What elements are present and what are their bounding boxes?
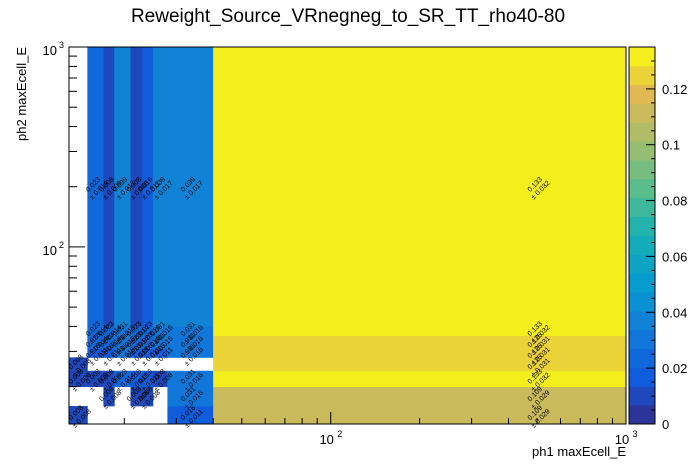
colorbar-swatch (629, 292, 655, 312)
heatmap-cell (167, 348, 214, 358)
colorbar-swatch (629, 405, 655, 425)
chart-title: Reweight_Source_VRnegneg_to_SR_TT_rho40-… (130, 6, 566, 27)
heatmap-cell (167, 386, 214, 407)
colorbar-tick-label: 0.12 (662, 82, 687, 97)
heatmap-cell (213, 405, 627, 425)
heatmap-cell (103, 326, 115, 336)
y-axis-label: ph2 maxEcell_E (14, 47, 29, 141)
heatmap-cell (114, 370, 131, 388)
heatmap-cell (103, 386, 115, 407)
colorbar-swatch (629, 122, 655, 142)
heatmap-cell (213, 370, 627, 388)
heatmap-cell (142, 326, 154, 336)
heatmap-cell (213, 47, 627, 327)
heatmap-cell (152, 326, 168, 336)
heatmap-cell (130, 386, 143, 407)
colorbar-swatch (629, 47, 655, 67)
heatmap-cell (87, 47, 104, 327)
heatmap-cell (87, 370, 104, 388)
heatmap-cell (142, 335, 154, 349)
heatmap-cell (142, 386, 154, 407)
heatmap-cell (87, 326, 104, 336)
heatmap-cell (213, 326, 627, 336)
heatmap-cell (167, 405, 214, 425)
colorbar-swatch (629, 367, 655, 387)
x-axis-label: ph1 maxEcell_E (532, 444, 626, 459)
heatmap-cell (142, 47, 154, 327)
heatmap-cell (103, 47, 115, 327)
heatmap-cell (103, 335, 115, 349)
heatmap-cell (130, 348, 143, 358)
heatmap-cell (152, 47, 168, 327)
heatmap-cell (213, 386, 627, 407)
heatmap-cell (114, 326, 131, 336)
heatmap-cell (87, 335, 104, 349)
x-tick-exponent: 3 (632, 429, 637, 439)
colorbar: 0 0.02 0.04 0.06 0.08 0.1 0.12 (628, 46, 687, 432)
colorbar-frame (628, 46, 656, 425)
colorbar-swatch (629, 141, 655, 161)
colorbar-tick-label: 0.06 (662, 249, 687, 264)
colorbar-tick-label: 0.02 (662, 361, 687, 376)
heatmap-cell (167, 47, 214, 327)
y-tick-exponent: 2 (59, 240, 64, 250)
heatmap-cell (152, 348, 168, 358)
heatmap-cell (114, 335, 131, 349)
colorbar-tick-label: 0 (662, 417, 669, 432)
heatmap-cell (103, 348, 115, 358)
colorbar-swatch (629, 386, 655, 406)
heatmap-cell (114, 348, 131, 358)
colorbar-swatch (629, 178, 655, 199)
heatmap-cell (213, 357, 627, 372)
y-tick-label: 10 (43, 43, 57, 58)
colorbar-swatch (629, 348, 655, 368)
cells-layer (69, 47, 627, 425)
heatmap-cell (167, 370, 214, 388)
heatmap-cell (152, 370, 168, 388)
x-tick-label: 10 (319, 432, 333, 447)
heatmap-cell (69, 357, 88, 372)
colorbar-swatch (629, 65, 655, 86)
heatmap-cell (130, 326, 143, 336)
y-tick-exponent: 3 (59, 40, 64, 50)
heatmap-cell (152, 335, 168, 349)
heatmap-cell (87, 348, 104, 358)
colorbar-swatch (629, 329, 655, 349)
heatmap-cell (213, 335, 627, 349)
colorbar-swatch (629, 254, 655, 274)
colorbar-swatch (629, 197, 655, 218)
heatmap-cell (114, 47, 131, 327)
x-tick-exponent: 2 (337, 429, 342, 439)
heatmap-cell (130, 47, 143, 327)
heatmap-cell (69, 405, 88, 425)
colorbar-swatch (629, 160, 655, 180)
axes-layer: 10 2 10 310 210 3 (43, 40, 638, 447)
colorbar-swatch (629, 273, 655, 293)
heatmap-cell (130, 370, 143, 388)
x-tick-label: 10 (615, 432, 629, 447)
colorbar-swatch (629, 235, 655, 255)
colorbar-tick-label: 0.08 (662, 194, 687, 209)
colorbar-swatch (629, 310, 655, 331)
colorbar-tick-label: 0.1 (662, 138, 680, 153)
y-tick-label: 10 (43, 243, 57, 258)
colorbar-swatch (629, 216, 655, 236)
heatmap-cell (130, 335, 143, 349)
colorbar-swatch (629, 103, 655, 123)
heatmap-cell (142, 370, 154, 388)
heatmap-cell (213, 348, 627, 358)
plot-frame (68, 46, 627, 425)
colorbar-swatch (629, 84, 655, 104)
heatmap-cell (167, 326, 214, 336)
heatmap-cell (69, 370, 88, 388)
colorbar-tick-label: 0.04 (662, 305, 687, 320)
heatmap-cell (103, 370, 115, 388)
heatmap-cell (167, 335, 214, 349)
heatmap-cell (142, 348, 154, 358)
